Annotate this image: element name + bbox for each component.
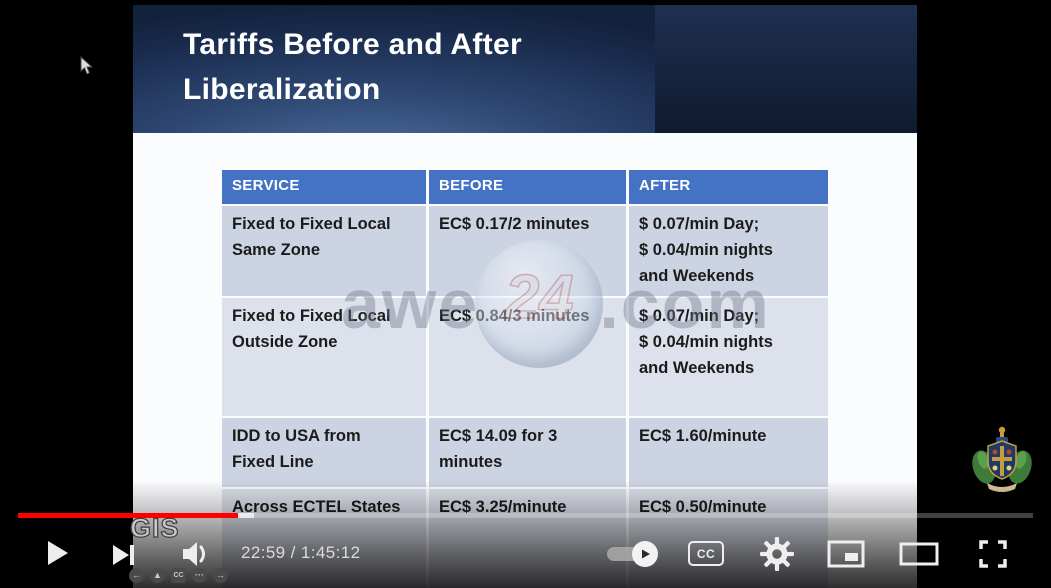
miniplayer-button[interactable] <box>827 540 865 573</box>
tariff-table: SERVICE BEFORE AFTER Fixed to Fixed Loca… <box>222 170 828 588</box>
video-area[interactable]: Tariffs Before and After Liberalization … <box>133 0 917 588</box>
table-cell-after-3: EC$ 1.60/minute <box>629 418 828 487</box>
autoplay-toggle[interactable] <box>607 541 658 567</box>
table-header-after: AFTER <box>629 170 828 204</box>
fullscreen-icon <box>979 540 1007 568</box>
table-header-service: SERVICE <box>222 170 426 204</box>
play-icon <box>48 541 68 565</box>
progress-bar[interactable] <box>18 513 1033 518</box>
autoplay-knob <box>632 541 658 567</box>
slide-title: Tariffs Before and After Liberalization <box>183 22 522 112</box>
table-cell-service-1: Fixed to Fixed Local Same Zone <box>222 206 426 296</box>
back-arrow-icon[interactable]: ← <box>129 568 144 583</box>
letterbox-top <box>133 0 917 5</box>
slide-header-right-band <box>655 5 917 133</box>
volume-icon <box>183 542 205 566</box>
table-header-before: BEFORE <box>429 170 626 204</box>
cc-label: CC <box>696 546 716 561</box>
table-cell-after-2: $ 0.07/min Day; $ 0.04/min nights and We… <box>629 298 828 416</box>
table-cell-service-2: Fixed to Fixed Local Outside Zone <box>222 298 426 416</box>
cc-small-icon[interactable]: CC <box>171 568 186 583</box>
mouse-cursor-icon <box>79 55 94 81</box>
next-icon <box>113 545 134 565</box>
gis-watermark: GIS <box>129 512 180 543</box>
table-cell-before-2: EC$ 0.84/3 minutes <box>429 298 626 416</box>
coat-of-arms <box>971 425 1033 504</box>
table-cell-before-4: EC$ 3.25/minute <box>429 489 626 588</box>
slide-title-box <box>133 5 655 133</box>
settings-button[interactable] <box>759 536 795 577</box>
table-cell-service-4: Across ECTEL States <box>222 489 426 588</box>
more-dots-icon[interactable]: ··· <box>192 568 207 583</box>
play-button[interactable] <box>40 536 74 575</box>
volume-button[interactable] <box>179 538 213 575</box>
mini-toolbar: ← ▲ CC ··· → <box>129 568 228 583</box>
forward-arrow-icon[interactable]: → <box>213 568 228 583</box>
next-button[interactable] <box>108 541 138 574</box>
subtitles-button[interactable]: CC <box>688 541 724 566</box>
table-cell-before-1: EC$ 0.17/2 minutes <box>429 206 626 296</box>
theater-icon <box>899 542 939 566</box>
miniplayer-icon <box>827 540 865 568</box>
progress-played <box>18 513 238 518</box>
table-cell-after-4: EC$ 0.50/minute <box>629 489 828 588</box>
slide-title-line2: Liberalization <box>183 73 381 106</box>
duration: 1:45:12 <box>300 543 361 562</box>
table-cell-service-3: IDD to USA from Fixed Line <box>222 418 426 487</box>
slide-header-banner: Tariffs Before and After Liberalization <box>133 5 917 133</box>
autoplay-play-icon <box>642 549 650 559</box>
table-cell-after-1: $ 0.07/min Day; $ 0.04/min nights and We… <box>629 206 828 296</box>
theater-mode-button[interactable] <box>899 542 939 571</box>
progress-buffered <box>238 513 254 518</box>
gear-icon <box>760 537 794 571</box>
fullscreen-button[interactable] <box>977 538 1009 575</box>
table-cell-before-3: EC$ 14.09 for 3 minutes <box>429 418 626 487</box>
triangle-icon[interactable]: ▲ <box>150 568 165 583</box>
current-time: 22:59 <box>241 543 286 562</box>
time-display: 22:59 / 1:45:12 <box>241 543 360 563</box>
slide-title-line1: Tariffs Before and After <box>183 28 522 61</box>
time-separator: / <box>285 543 301 562</box>
